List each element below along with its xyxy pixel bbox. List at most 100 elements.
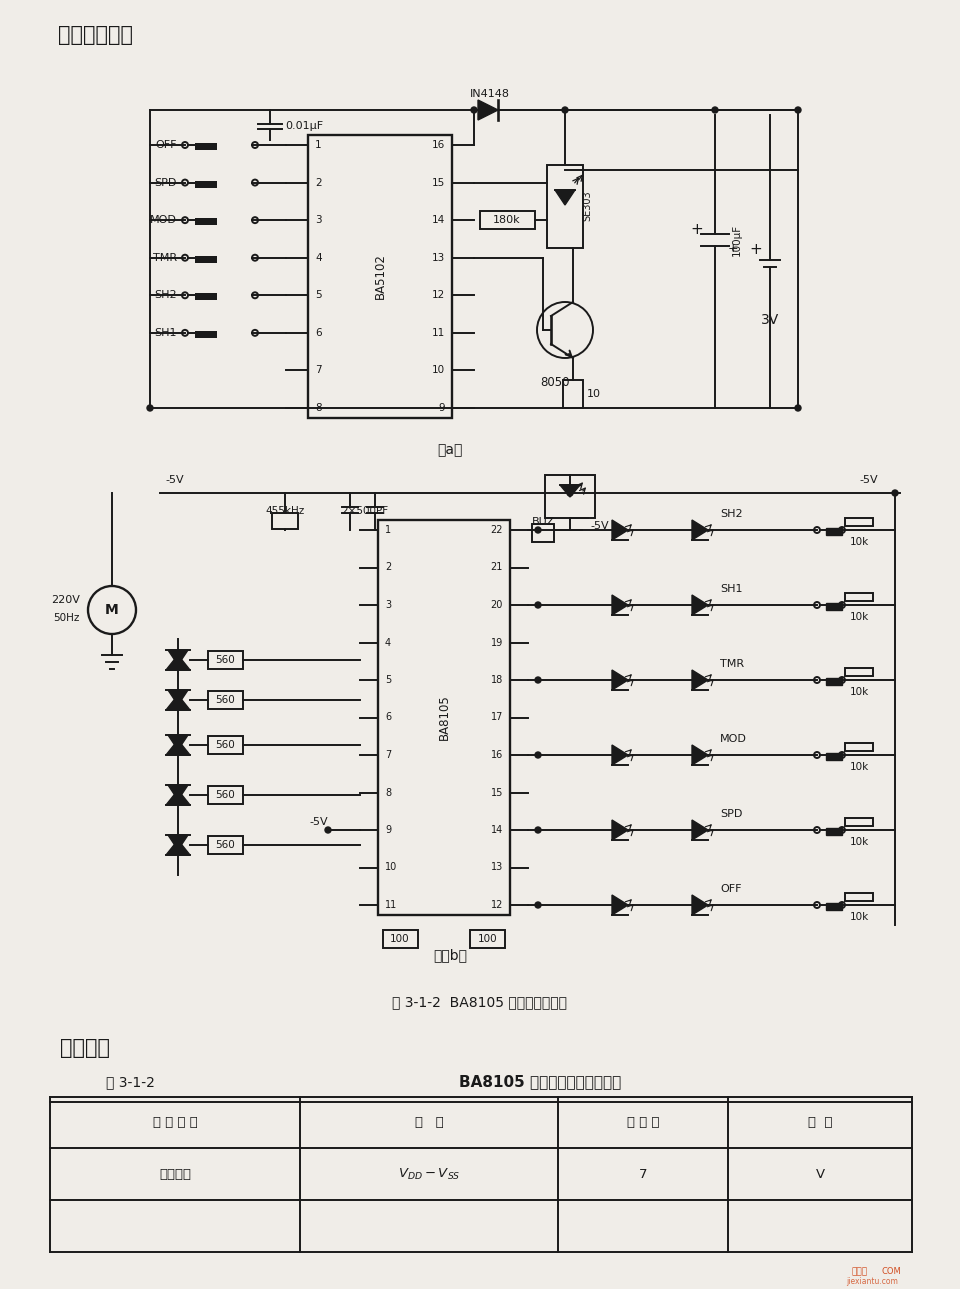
Text: 18: 18 (491, 675, 503, 684)
Text: $V_{DD}-V_{SS}$: $V_{DD}-V_{SS}$ (397, 1167, 460, 1182)
Circle shape (892, 490, 898, 496)
Polygon shape (692, 745, 708, 764)
Polygon shape (166, 740, 190, 755)
Text: 20: 20 (491, 599, 503, 610)
Bar (845, 518, 873, 526)
Text: 13: 13 (432, 253, 445, 263)
Polygon shape (692, 670, 708, 690)
Text: 7: 7 (638, 1168, 647, 1181)
Text: BA8105: BA8105 (438, 693, 450, 740)
Bar (545, 476, 595, 518)
Polygon shape (168, 785, 188, 800)
Polygon shape (612, 670, 628, 690)
Text: 8: 8 (315, 403, 322, 412)
Polygon shape (166, 790, 190, 806)
Text: 3: 3 (315, 215, 322, 226)
Text: 22: 22 (491, 525, 503, 535)
Circle shape (535, 902, 541, 907)
Bar (208, 651, 243, 669)
Text: MOD: MOD (150, 215, 177, 226)
Polygon shape (168, 650, 188, 665)
Text: 19: 19 (491, 638, 503, 647)
Bar (845, 893, 873, 901)
Bar (826, 678, 842, 684)
Text: 3: 3 (385, 599, 391, 610)
Text: 12: 12 (491, 900, 503, 910)
Polygon shape (560, 485, 580, 498)
Bar (826, 904, 842, 910)
Circle shape (535, 828, 541, 833)
Polygon shape (166, 695, 190, 710)
Text: 14: 14 (432, 215, 445, 226)
Text: 10k: 10k (850, 913, 869, 922)
Text: （a）: （a） (438, 443, 463, 458)
Text: jiexiantu.com: jiexiantu.com (846, 1276, 898, 1285)
Text: M: M (106, 603, 119, 617)
Text: V: V (815, 1168, 825, 1181)
Text: 15: 15 (432, 178, 445, 188)
Text: 10k: 10k (850, 762, 869, 772)
Text: 16: 16 (432, 141, 445, 150)
Text: 17: 17 (491, 713, 503, 723)
Text: SPD: SPD (720, 809, 742, 819)
Text: 单  位: 单 位 (807, 1115, 832, 1128)
Text: 1: 1 (385, 525, 391, 535)
Text: 10k: 10k (850, 612, 869, 623)
Text: 10k: 10k (850, 687, 869, 697)
Text: 1: 1 (315, 141, 322, 150)
Bar (845, 819, 873, 826)
Text: 11: 11 (432, 327, 445, 338)
Text: 8050: 8050 (540, 375, 569, 388)
Text: 560: 560 (215, 790, 235, 800)
Text: IN4148: IN4148 (470, 89, 510, 99)
Text: SH2: SH2 (720, 509, 743, 519)
Text: SH2: SH2 (155, 290, 177, 300)
Bar (378, 519, 510, 915)
Bar (480, 211, 535, 229)
Text: 10k: 10k (850, 538, 869, 547)
Circle shape (535, 751, 541, 758)
Text: 100: 100 (390, 935, 410, 944)
Text: MOD: MOD (720, 733, 747, 744)
Bar (195, 331, 217, 338)
Text: 0.01μF: 0.01μF (285, 121, 324, 131)
Text: BA5102: BA5102 (373, 253, 387, 299)
Text: 参 数 名 称: 参 数 名 称 (153, 1115, 198, 1128)
Bar (272, 513, 298, 528)
Circle shape (535, 602, 541, 608)
Polygon shape (692, 895, 708, 915)
Text: SE303: SE303 (582, 191, 592, 222)
Text: 560: 560 (215, 695, 235, 705)
Polygon shape (612, 596, 628, 615)
Text: 参 数 值: 参 数 值 (627, 1115, 660, 1128)
Text: 10: 10 (587, 389, 601, 400)
Text: 10: 10 (385, 862, 397, 873)
Text: +: + (690, 223, 704, 237)
Bar (195, 143, 217, 150)
Polygon shape (692, 820, 708, 840)
Text: 4: 4 (315, 253, 322, 263)
Polygon shape (478, 101, 498, 120)
Polygon shape (692, 596, 708, 615)
Text: 100μF: 100μF (732, 224, 742, 257)
Text: 9: 9 (439, 403, 445, 412)
Bar (826, 753, 842, 761)
Text: 455kHz: 455kHz (265, 507, 304, 516)
Text: 50Hz: 50Hz (54, 614, 80, 623)
Text: 16: 16 (491, 750, 503, 761)
Bar (208, 786, 243, 804)
Text: 560: 560 (215, 740, 235, 750)
Circle shape (712, 107, 718, 113)
Text: 7: 7 (385, 750, 392, 761)
Bar (563, 380, 583, 409)
Text: 180k: 180k (493, 215, 521, 226)
Bar (532, 525, 554, 541)
Text: 6: 6 (315, 327, 322, 338)
Polygon shape (166, 655, 190, 670)
Text: 8: 8 (385, 788, 391, 798)
Text: -5V: -5V (165, 476, 183, 485)
Text: 100: 100 (478, 935, 498, 944)
Text: 220V: 220V (51, 596, 80, 605)
Text: OFF: OFF (156, 141, 177, 150)
Text: BUZ: BUZ (532, 517, 555, 527)
